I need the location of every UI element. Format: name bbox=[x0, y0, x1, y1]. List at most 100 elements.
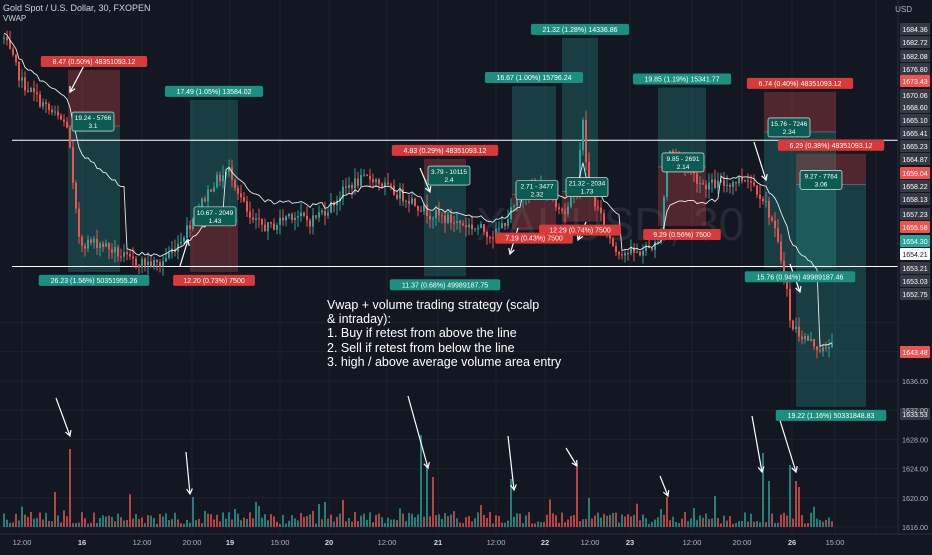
volume-bar-140 bbox=[423, 516, 425, 527]
arrow-8 bbox=[751, 415, 765, 474]
volume-bar-264 bbox=[795, 481, 797, 527]
volume-bar-142 bbox=[429, 516, 431, 527]
arrow-head-1 bbox=[183, 238, 190, 246]
price-tag-bg-17 bbox=[900, 248, 930, 260]
position-info-text-7: 19.24 - 5766 bbox=[75, 115, 112, 122]
volume-bar-189 bbox=[570, 515, 572, 527]
candle-body-145 bbox=[438, 210, 440, 216]
candle-body-216 bbox=[651, 247, 653, 250]
price-tag-bg-13 bbox=[900, 193, 930, 205]
volume-bar-174 bbox=[525, 515, 527, 527]
candle-body-11 bbox=[36, 92, 38, 95]
price-tag-text-21: 1643.48 bbox=[902, 350, 927, 357]
volume-bar-78 bbox=[237, 513, 239, 527]
price-tag-12: 1658.22 bbox=[900, 180, 930, 192]
volume-bar-2 bbox=[9, 522, 11, 527]
volume-bar-118 bbox=[357, 521, 359, 527]
volume-bar-4 bbox=[15, 513, 17, 527]
arrow-shaft-3 bbox=[55, 397, 71, 437]
candle-body-29 bbox=[90, 239, 92, 243]
volume-bar-30 bbox=[93, 512, 95, 527]
volume-bar-46 bbox=[141, 517, 143, 527]
time-tick-5: 15:00 bbox=[271, 538, 290, 547]
volume-bar-225 bbox=[678, 523, 680, 527]
price-tag-20: 1652.75 bbox=[900, 288, 930, 300]
candle-body-242 bbox=[729, 184, 731, 187]
candle-body-236 bbox=[711, 179, 713, 183]
volume-bar-53 bbox=[162, 516, 164, 527]
volume-bar-17 bbox=[54, 491, 56, 527]
price-tag-text-15: 1655.58 bbox=[902, 225, 927, 232]
candle-body-207 bbox=[624, 253, 626, 256]
volume-bar-61 bbox=[186, 519, 188, 527]
candle-body-192 bbox=[579, 150, 581, 193]
indicator-legend[interactable]: VWAP bbox=[3, 14, 27, 23]
volume-bar-11 bbox=[36, 517, 38, 527]
position-ratio-text-3: 1.73 bbox=[581, 189, 594, 196]
volume-bar-155 bbox=[468, 516, 470, 527]
strategy-note[interactable]: Vwap + volume trading strategy (scalp & … bbox=[327, 298, 562, 369]
volume-bar-170 bbox=[513, 516, 515, 527]
volume-bar-134 bbox=[405, 521, 407, 527]
loss-zone-4 bbox=[658, 166, 706, 226]
volume-bar-160 bbox=[483, 514, 485, 527]
arrow-head-11 bbox=[576, 233, 584, 242]
price-tag-13: 1658.13 bbox=[900, 193, 930, 205]
volume-bar-238 bbox=[717, 517, 719, 527]
note-rule-3: 3. high / above average volume area entr… bbox=[327, 354, 562, 369]
candle-body-122 bbox=[369, 175, 371, 180]
candle-body-212 bbox=[639, 251, 641, 256]
volume-bar-102 bbox=[309, 514, 311, 527]
volume-bar-138 bbox=[417, 514, 419, 527]
position-ratio-text-7: 3.1 bbox=[88, 123, 97, 130]
position-label-top-5: 6.74 (0.40%) 48351093.12 bbox=[746, 77, 854, 89]
candle-body-138 bbox=[417, 205, 419, 211]
price-tag-10: 1664.87 bbox=[900, 153, 930, 165]
position-label-top-bg-2 bbox=[484, 71, 584, 83]
price-tag-text-20: 1652.75 bbox=[902, 292, 927, 299]
volume-bar-228 bbox=[687, 521, 689, 527]
volume-bar-104 bbox=[315, 523, 317, 527]
candle-body-194 bbox=[585, 120, 587, 163]
volume-bar-221 bbox=[666, 497, 668, 527]
candle-body-78 bbox=[237, 187, 239, 194]
price-tag-11: 1659.04 bbox=[900, 167, 930, 179]
candle-body-247 bbox=[744, 180, 746, 182]
volume-bar-54 bbox=[165, 513, 167, 527]
price-tag-bg-0 bbox=[900, 23, 930, 35]
volume-bars bbox=[3, 435, 833, 527]
volume-bar-83 bbox=[252, 518, 254, 527]
position-label-bottom-0: 12.20 (0.73%) 7500 bbox=[173, 274, 255, 286]
candle-body-62 bbox=[189, 225, 191, 229]
time-tick-2: 12:00 bbox=[133, 538, 152, 547]
candle-body-155 bbox=[468, 224, 470, 228]
candle-body-26 bbox=[81, 236, 83, 246]
volume-bar-156 bbox=[471, 521, 473, 527]
candle-body-235 bbox=[708, 182, 710, 190]
volume-bar-125 bbox=[378, 513, 380, 527]
volume-bar-10 bbox=[33, 518, 35, 527]
position-label-bottom-text-7: 26.23 (1.56%) 50351955.26 bbox=[51, 278, 138, 285]
candle-body-38 bbox=[117, 247, 119, 257]
volume-bar-252 bbox=[759, 522, 761, 527]
candle-body-114 bbox=[345, 186, 347, 188]
candle-body-90 bbox=[273, 223, 275, 230]
volume-bar-200 bbox=[603, 513, 605, 527]
position-info-bg-3 bbox=[565, 177, 609, 198]
candle-body-120 bbox=[363, 174, 365, 176]
volume-bar-235 bbox=[708, 519, 710, 527]
volume-bar-50 bbox=[153, 518, 155, 527]
position-ratio-text-4: 2.14 bbox=[677, 164, 690, 171]
volume-bar-40 bbox=[123, 520, 125, 527]
volume-bar-274 bbox=[825, 519, 827, 527]
volume-bar-28 bbox=[87, 523, 89, 527]
candle-body-204 bbox=[615, 246, 617, 253]
candle-body-33 bbox=[102, 243, 104, 248]
candle-body-98 bbox=[297, 216, 299, 218]
volume-bar-58 bbox=[177, 519, 179, 527]
volume-bar-55 bbox=[168, 520, 170, 527]
volume-bar-64 bbox=[195, 519, 197, 527]
candle-body-146 bbox=[441, 215, 443, 217]
